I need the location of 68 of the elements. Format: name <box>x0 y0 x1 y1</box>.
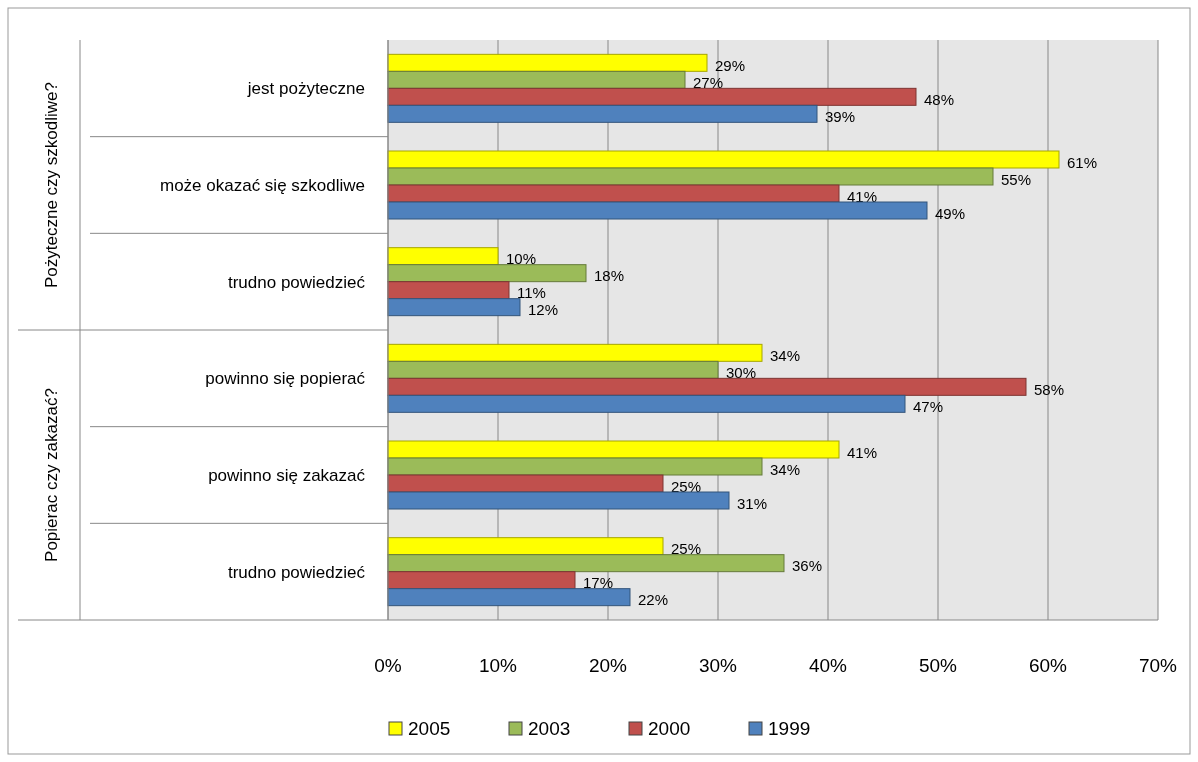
legend-label: 2000 <box>648 718 691 739</box>
y-tick-label: trudno powiedzieć <box>227 562 366 582</box>
bar <box>387 104 818 123</box>
y-tick-label: jest pożyteczne <box>246 79 365 99</box>
data-label: 10% <box>506 250 537 268</box>
bar <box>387 571 576 590</box>
bar <box>387 281 510 300</box>
bar <box>387 201 928 220</box>
bar <box>387 298 521 317</box>
data-label: 58% <box>1034 380 1065 398</box>
data-label: 34% <box>770 346 801 364</box>
data-label: 25% <box>671 540 702 558</box>
data-label: 29% <box>715 56 746 74</box>
legend-label: 2003 <box>528 718 571 739</box>
bar <box>387 53 708 72</box>
bar <box>387 588 631 607</box>
y-tick-label: powinno się zakazać <box>208 466 366 485</box>
data-label: 17% <box>583 574 614 592</box>
x-tick-label: 60% <box>1028 655 1068 676</box>
data-label: 18% <box>594 267 625 285</box>
bar <box>387 247 499 266</box>
legend-label: 1999 <box>768 718 811 739</box>
data-label: 41% <box>847 443 878 461</box>
x-tick-label: 50% <box>918 655 958 676</box>
bar <box>387 360 719 379</box>
data-label: 39% <box>825 107 856 125</box>
data-label: 55% <box>1001 170 1032 188</box>
bar <box>387 440 840 459</box>
data-label: 11% <box>517 284 546 302</box>
x-tick-label: 20% <box>588 655 628 676</box>
text: Pożyteczne czy szkodliwe? <box>42 82 61 288</box>
y-tick-label: trudno powiedzieć <box>227 272 366 292</box>
bar <box>387 264 587 283</box>
y-tick-label: powinno się popierać <box>205 369 366 389</box>
x-tick-label: 10% <box>478 655 518 676</box>
data-label: 30% <box>726 363 757 381</box>
data-label: 48% <box>924 90 955 108</box>
bar <box>387 537 664 556</box>
data-label: 36% <box>792 557 823 575</box>
y-tick-label: może okazać się szkodliwe <box>159 176 365 195</box>
bar <box>387 377 1027 396</box>
data-label: 41% <box>847 187 878 205</box>
bar <box>387 554 785 573</box>
data-label: 27% <box>693 73 724 91</box>
data-label: 12% <box>528 301 559 319</box>
bar <box>387 491 730 510</box>
data-label: 47% <box>913 397 944 415</box>
x-tick-label: 30% <box>698 655 738 676</box>
data-label: 34% <box>770 460 801 478</box>
bar <box>387 343 763 362</box>
bar <box>387 150 1060 169</box>
bar <box>387 474 664 493</box>
bar <box>387 394 906 413</box>
x-tick-label: 40% <box>808 655 848 676</box>
data-label: 22% <box>638 591 669 609</box>
legend-label: 2005 <box>408 718 451 739</box>
data-label: 49% <box>935 204 966 222</box>
text: Popierac czy zakazać? <box>42 388 61 562</box>
bar <box>387 87 917 106</box>
x-tick-label: 70% <box>1138 655 1178 676</box>
bar <box>387 167 994 186</box>
bar <box>387 457 763 476</box>
bar <box>387 70 686 89</box>
data-label: 25% <box>671 477 702 495</box>
data-label: 61% <box>1067 153 1098 171</box>
bar <box>387 184 840 203</box>
data-label: 31% <box>737 494 768 512</box>
x-tick-label: 0% <box>374 655 402 676</box>
